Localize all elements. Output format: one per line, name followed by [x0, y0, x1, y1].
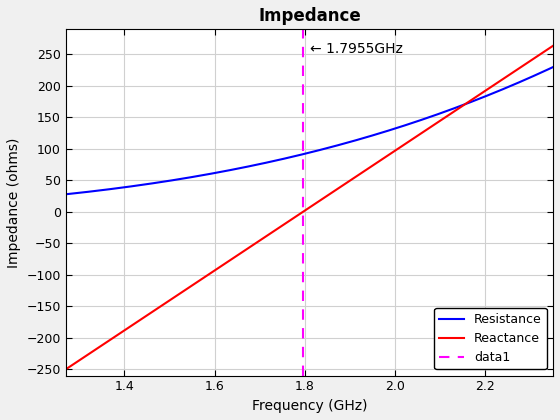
X-axis label: Frequency (GHz): Frequency (GHz): [251, 399, 367, 413]
Reactance: [473, 94, 480, 99]
Line: Resistance: Resistance: [66, 67, 553, 194]
Reactance: [550, 43, 557, 48]
Y-axis label: Impedance (ohms): Impedance (ohms): [7, 137, 21, 268]
Reactance: [504, 74, 511, 79]
data1: [300, 210, 306, 215]
Reactance: [64, 366, 71, 371]
Reactance: [351, 175, 358, 180]
Resistance: [473, 97, 480, 102]
Resistance: [550, 65, 557, 70]
Resistance: [504, 85, 511, 90]
Resistance: [352, 138, 359, 143]
Resistance: [62, 192, 69, 197]
Resistance: [361, 135, 367, 140]
Legend: Resistance, Reactance, data1: Resistance, Reactance, data1: [434, 308, 547, 369]
Line: Reactance: Reactance: [66, 46, 553, 369]
Resistance: [64, 192, 71, 197]
Reactance: [352, 174, 359, 179]
data1: [300, 209, 306, 214]
Reactance: [62, 367, 69, 372]
Reactance: [361, 169, 367, 174]
Text: ← 1.7955GHz: ← 1.7955GHz: [310, 42, 403, 56]
Title: Impedance: Impedance: [258, 7, 361, 25]
Resistance: [351, 138, 358, 143]
